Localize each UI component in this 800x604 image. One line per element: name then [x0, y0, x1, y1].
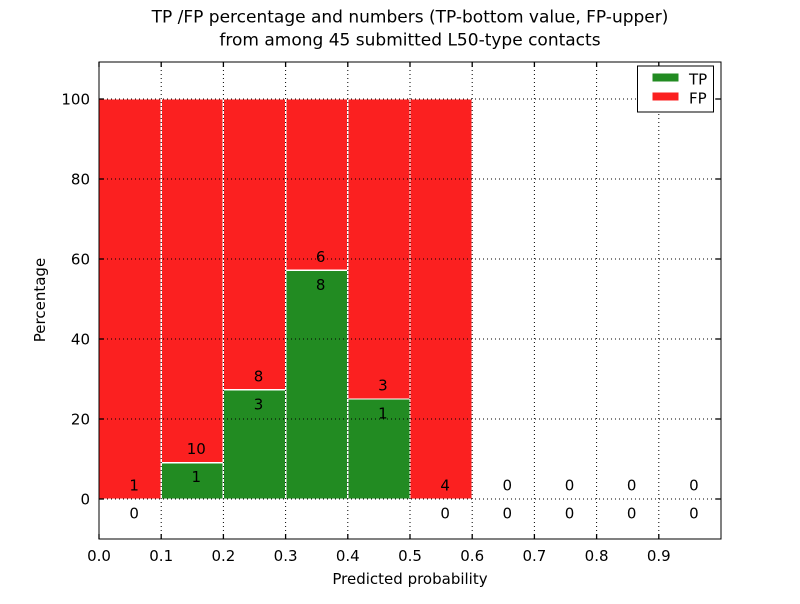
- chart-title-line1: TP /FP percentage and numbers (TP-bottom…: [151, 8, 669, 28]
- fp-bar-segment: [98, 98, 162, 500]
- fp-count-label: 4: [440, 477, 450, 495]
- x-tick-label: 0.7: [522, 547, 546, 565]
- y-tick-label: 40: [71, 331, 90, 349]
- chart-title-line2: from among 45 submitted L50-type contact…: [219, 31, 600, 51]
- legend: TP FP: [636, 65, 715, 113]
- legend-label-fp: FP: [689, 90, 707, 108]
- tick-labels-layer: 0.0 0.1 0.2 0.3 0.4 0.5 0.6 0.7 0.8 0.90204060801…: [61, 91, 670, 566]
- y-tick-label: 20: [71, 411, 90, 429]
- tp-count-label: 0: [627, 505, 637, 523]
- fp-bar-segment: [160, 98, 225, 464]
- x-tick-label: 0.0: [87, 547, 111, 565]
- tp-bar-segment: [347, 398, 411, 500]
- tp-count-label: 0: [565, 505, 575, 523]
- fp-count-label: 6: [316, 248, 326, 266]
- tp-count-label: 3: [254, 395, 264, 413]
- legend-swatch-fp: [652, 92, 679, 101]
- x-tick-label: 0.1: [149, 547, 173, 565]
- x-tick-label: 0.5: [398, 547, 422, 565]
- x-axis-label: Predicted probability: [332, 570, 487, 588]
- fp-count-label: 0: [627, 477, 637, 495]
- y-tick-label: 0: [80, 491, 90, 509]
- fp-count-label: 0: [689, 477, 699, 495]
- fp-count-label: 0: [565, 477, 575, 495]
- legend-label-tp: TP: [688, 71, 707, 89]
- x-tick-label: 0.6: [460, 547, 484, 565]
- x-tick-label: 0.8: [585, 547, 609, 565]
- fp-count-label: 1: [129, 477, 139, 495]
- bars-layer: [98, 98, 473, 500]
- y-tick-label: 60: [71, 251, 90, 269]
- tp-count-label: 8: [316, 276, 326, 294]
- legend-swatch-tp: [652, 73, 679, 82]
- fp-count-label: 8: [254, 367, 264, 385]
- tp-count-label: 0: [440, 505, 450, 523]
- x-tick-label: 0.9: [647, 547, 671, 565]
- y-tick-label: 80: [71, 171, 90, 189]
- tp-count-label: 0: [129, 505, 139, 523]
- fp-count-label: 10: [187, 440, 206, 458]
- tp-count-label: 1: [378, 405, 388, 423]
- fp-bar-segment: [284, 98, 349, 272]
- fp-count-label: 3: [378, 377, 388, 395]
- tp-count-label: 0: [689, 505, 699, 523]
- tp-bar-segment: [222, 389, 287, 500]
- x-tick-label: 0.4: [336, 547, 360, 565]
- tp-count-label: 1: [192, 468, 202, 486]
- legend-box: [636, 65, 715, 113]
- tp-bar-segment: [284, 269, 349, 500]
- tp-bar-segment: [160, 461, 225, 500]
- x-tick-label: 0.2: [211, 547, 235, 565]
- y-tick-label: 100: [61, 91, 90, 109]
- x-tick-label: 0.3: [274, 547, 298, 565]
- fp-count-label: 0: [503, 477, 513, 495]
- fp-bar-segment: [347, 98, 411, 400]
- fp-bar-segment: [222, 98, 287, 391]
- tick-marks-layer: [98, 62, 721, 539]
- y-axis-label: Percentage: [31, 258, 49, 342]
- fp-bar-segment: [409, 98, 473, 500]
- tp-count-label: 0: [503, 505, 513, 523]
